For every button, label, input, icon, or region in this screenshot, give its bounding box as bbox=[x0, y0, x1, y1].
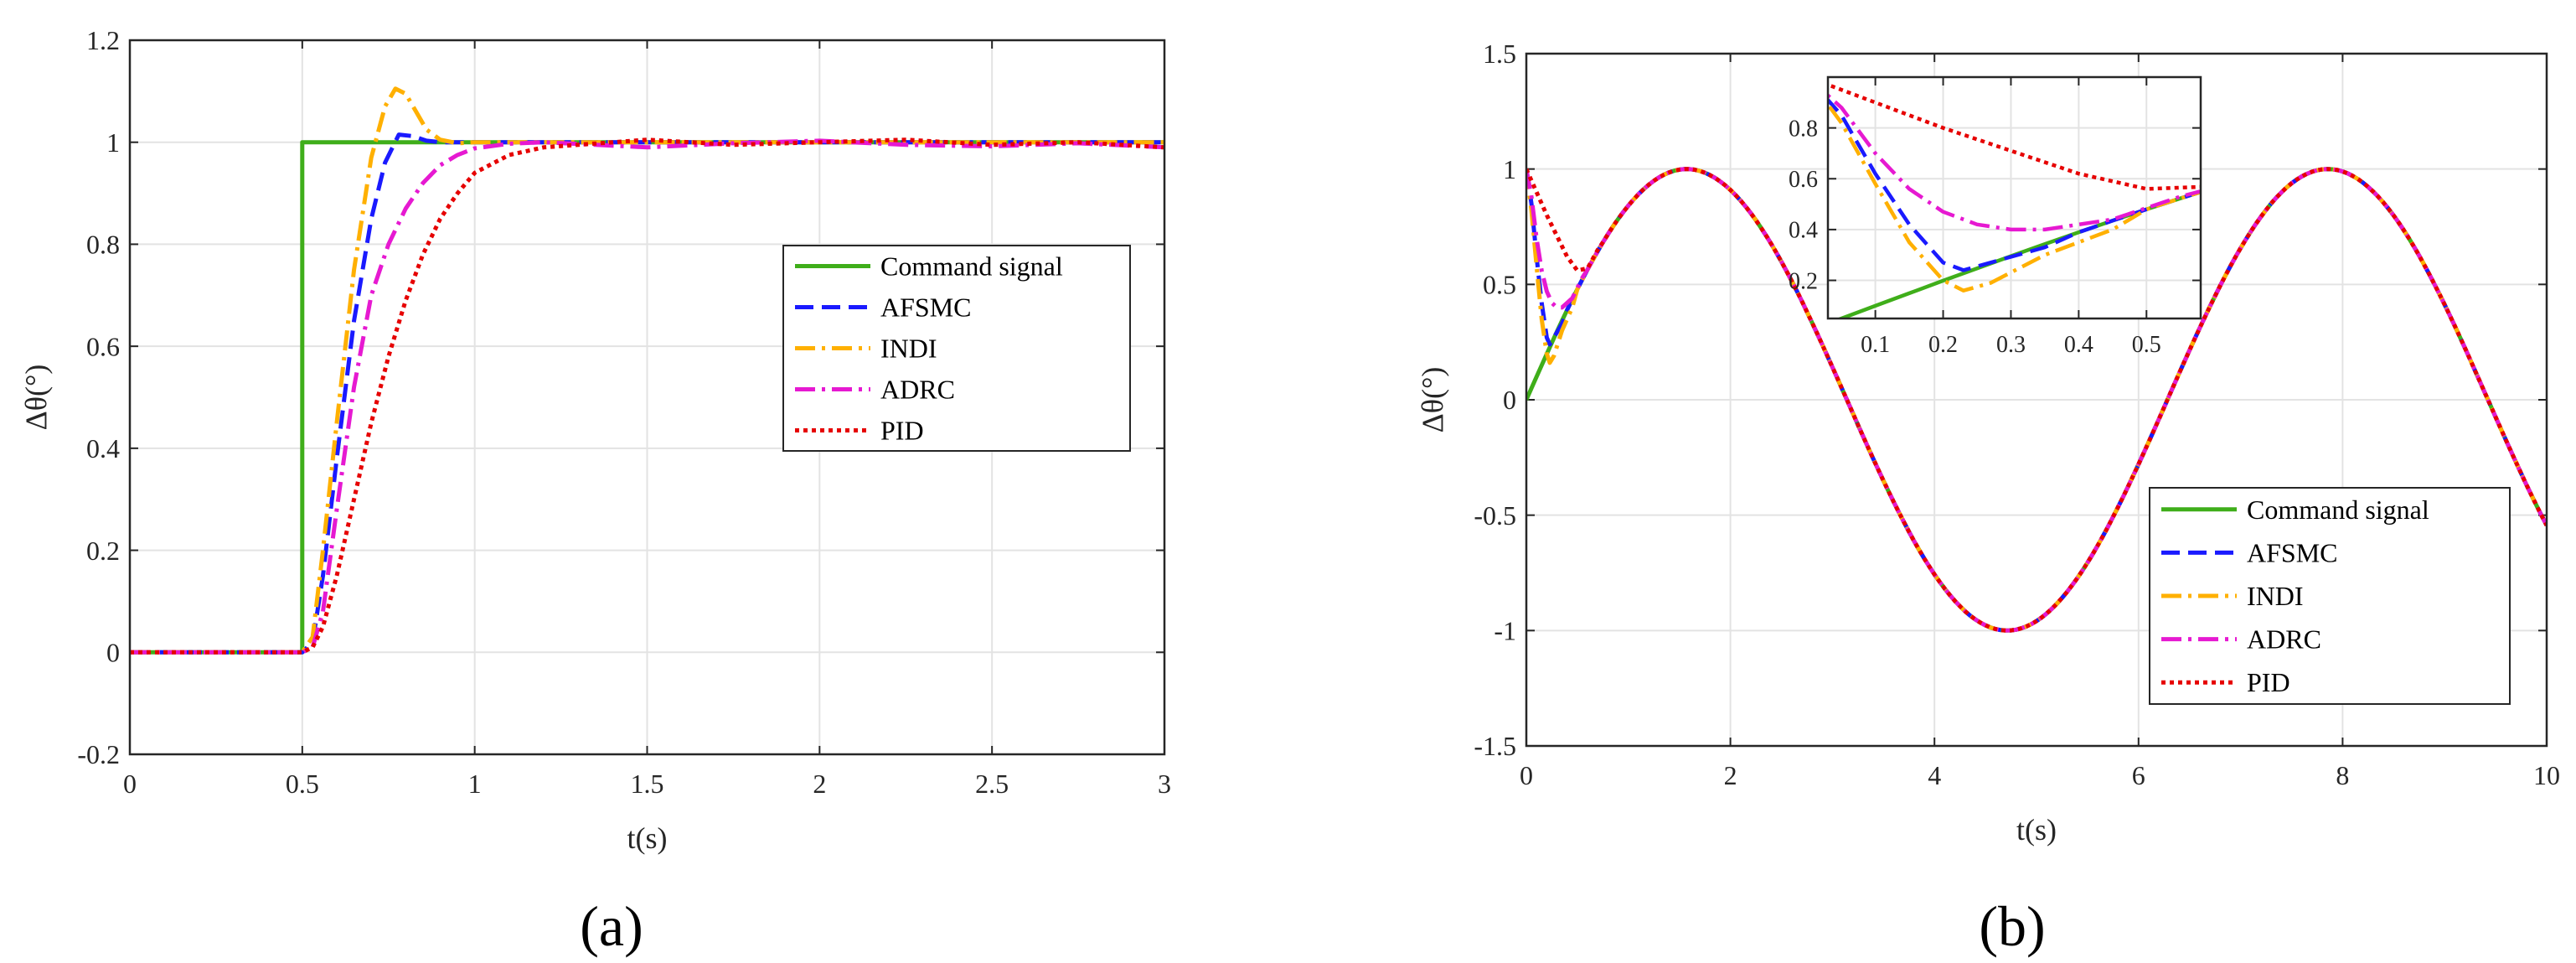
figure-label-a: (a) bbox=[580, 894, 643, 958]
b-inset-y-tick-label: 0.8 bbox=[1789, 116, 1818, 142]
b-inset-y-tick-label: 0.6 bbox=[1789, 167, 1818, 193]
a-y-tick-label: 0.8 bbox=[86, 230, 120, 260]
a-legend: Command signal AFSMC INDI ADRC PID bbox=[782, 245, 1131, 452]
a-x-tick-label: 0 bbox=[123, 769, 137, 799]
b-legend-label-command-signal: Command signal bbox=[2247, 494, 2429, 525]
b-inset-y-tick-label: 0.2 bbox=[1789, 268, 1818, 294]
a-y-tick-label: -0.2 bbox=[77, 739, 120, 769]
a-y-axis-label: Δθ(°) bbox=[19, 365, 53, 431]
a-series-group bbox=[130, 86, 1164, 655]
b-x-tick-label: 4 bbox=[1928, 760, 1941, 790]
b-inset-x-tick-label: 0.5 bbox=[2132, 332, 2161, 358]
a-legend-label-afsmc: AFSMC bbox=[880, 293, 972, 323]
a-legend-label-adrc: ADRC bbox=[880, 375, 955, 405]
b-y-tick-label: 1 bbox=[1503, 154, 1516, 184]
b-x-tick-label: 0 bbox=[1520, 760, 1533, 790]
b-inset-series-pid-line bbox=[1828, 82, 2201, 191]
b-legend: Command signal AFSMC INDI ADRC PID bbox=[2149, 487, 2511, 705]
a-y-tick-label: 0.4 bbox=[86, 433, 120, 463]
a-axes-frame bbox=[128, 39, 1166, 756]
a-y-tick-label: 1 bbox=[106, 127, 120, 158]
a-x-tick-label: 1.5 bbox=[631, 769, 664, 799]
b-legend-label-indi: INDI bbox=[2247, 581, 2304, 611]
b-inset-plot-area bbox=[1828, 77, 2201, 318]
b-x-tick-label: 2 bbox=[1724, 760, 1737, 790]
b-y-tick-label: 0 bbox=[1503, 385, 1516, 415]
b-inset-series-group bbox=[1828, 82, 2201, 318]
b-inset-axes-frame bbox=[1826, 75, 2202, 320]
a-x-tick-label: 3 bbox=[1158, 769, 1171, 799]
b-inset-x-tick-label: 0.4 bbox=[2064, 332, 2093, 358]
a-x-tick-label: 1 bbox=[468, 769, 482, 799]
a-x-tick-label: 0.5 bbox=[286, 769, 319, 799]
b-legend-label-adrc: ADRC bbox=[2247, 624, 2321, 655]
chart-b: 0 2 4 6 8 10 -1.5 -1 -0.5 0 0.5 1 1.5 t(s) Δθ(°) Comman… bbox=[1416, 39, 2560, 847]
b-inset: 0.1 0.2 0.3 0.4 0.5 0.2 0.4 0.6 0.8 bbox=[1789, 75, 2202, 358]
b-y-axis-label: Δθ(°) bbox=[1416, 367, 1449, 433]
a-y-tick-label: 0.2 bbox=[86, 536, 120, 566]
b-y-tick-label: -1.5 bbox=[1474, 731, 1516, 761]
b-axes-frame bbox=[1525, 52, 2548, 748]
a-series-pid-line bbox=[130, 137, 1164, 655]
a-legend-label-command-signal: Command signal bbox=[880, 251, 1063, 282]
b-inset-x-tick-label: 0.2 bbox=[1928, 332, 1958, 358]
a-y-tick-label: 1.2 bbox=[86, 25, 120, 55]
b-legend-label-afsmc: AFSMC bbox=[2247, 537, 2338, 567]
b-inset-x-tick-label: 0.1 bbox=[1861, 332, 1890, 358]
b-y-tick-label: -0.5 bbox=[1474, 500, 1516, 531]
a-x-tick-label: 2.5 bbox=[975, 769, 1009, 799]
b-series-group bbox=[1526, 167, 2547, 633]
b-inset-series-afsmc-line bbox=[1828, 96, 2201, 272]
a-x-axis-label: t(s) bbox=[627, 821, 668, 855]
b-y-tick-label: -1 bbox=[1494, 616, 1516, 646]
a-series-indi-line bbox=[130, 86, 1164, 655]
b-series-pid-line bbox=[1526, 167, 2547, 633]
b-x-axis-label: t(s) bbox=[2016, 813, 2057, 847]
a-x-tick-label: 2 bbox=[813, 769, 826, 799]
b-x-tick-label: 10 bbox=[2533, 760, 2560, 790]
chart-a: 0 0.5 1 1.5 2 2.5 3-0.200.20.40.60.811.2t(s)Δθ… bbox=[19, 25, 1171, 855]
a-legend-label-pid: PID bbox=[880, 416, 924, 446]
b-inset-series-indi-line bbox=[1828, 101, 2201, 293]
a-y-tick-label: 0 bbox=[106, 637, 120, 667]
b-inset-y-tick-label: 0.4 bbox=[1789, 218, 1818, 244]
b-x-tick-label: 8 bbox=[2336, 760, 2349, 790]
a-y-tick-label: 0.6 bbox=[86, 331, 120, 361]
b-inset-x-tick-label: 0.3 bbox=[1996, 332, 2026, 358]
figure-label-b: (b) bbox=[1979, 894, 2045, 958]
b-legend-label-pid: PID bbox=[2247, 667, 2290, 697]
b-y-tick-label: 0.5 bbox=[1483, 270, 1516, 300]
a-legend-label-indi: INDI bbox=[880, 334, 937, 364]
b-inset-series-adrc-line bbox=[1828, 92, 2201, 232]
b-y-tick-label: 1.5 bbox=[1483, 39, 1516, 69]
b-x-tick-label: 6 bbox=[2132, 760, 2145, 790]
